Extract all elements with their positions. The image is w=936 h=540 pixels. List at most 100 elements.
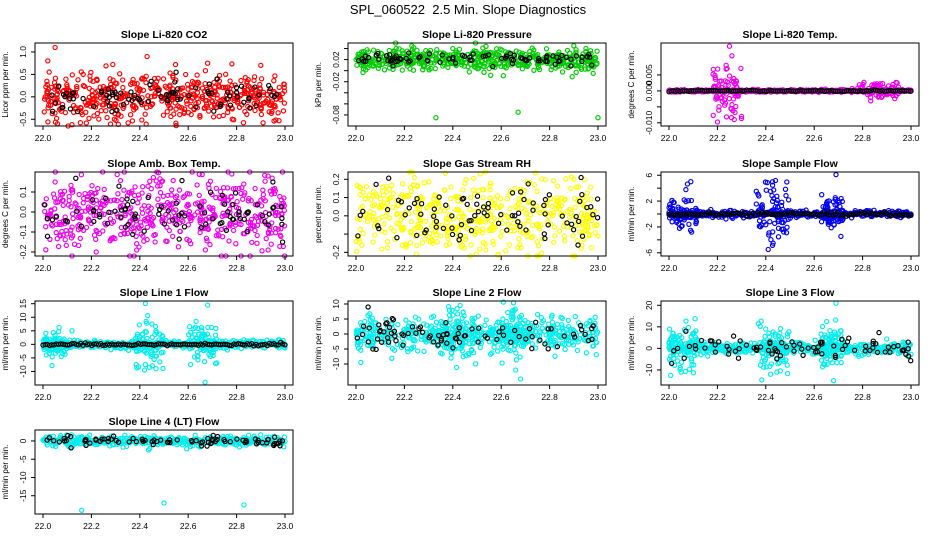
x-tick-label: 22.4 <box>758 133 775 143</box>
data-point <box>487 195 493 201</box>
data-point <box>775 234 782 240</box>
x-tick-label: 22.6 <box>493 133 510 143</box>
data-point <box>225 84 231 90</box>
data-point <box>571 52 577 58</box>
data-point <box>726 95 732 102</box>
y-tick-label: -6 <box>644 249 654 257</box>
data-point <box>209 98 215 104</box>
x-tick-label: 22.0 <box>661 133 678 143</box>
data-point <box>49 354 55 360</box>
panel-title: Slope Li-820 CO2 <box>121 29 208 41</box>
data-point <box>55 243 62 250</box>
data-point <box>194 90 201 96</box>
data-point <box>360 48 367 55</box>
data-point <box>724 65 730 72</box>
data-point <box>486 52 492 58</box>
data-point <box>500 73 506 79</box>
y-tick-label: 0.0 <box>18 91 28 103</box>
data-point <box>252 227 258 234</box>
data-point <box>726 43 733 49</box>
data-point <box>357 226 364 233</box>
x-tick-label: 22.4 <box>445 263 462 273</box>
y-tick-label: 0.1 <box>18 186 28 198</box>
data-point <box>406 59 412 65</box>
data-point <box>223 71 229 77</box>
data-point <box>186 323 193 330</box>
data-point <box>765 246 771 253</box>
data-point <box>421 62 427 68</box>
data-point <box>229 171 235 177</box>
data-points <box>666 43 914 125</box>
data-point <box>271 118 277 124</box>
data-point <box>268 241 274 247</box>
data-point <box>506 242 512 248</box>
data-point <box>408 218 414 225</box>
data-point <box>105 98 111 104</box>
data-point <box>433 319 440 325</box>
data-point <box>242 108 248 115</box>
data-point <box>134 241 140 247</box>
data-point <box>170 74 176 81</box>
data-point <box>55 83 62 90</box>
data-point <box>69 211 76 217</box>
data-point <box>202 81 208 87</box>
data-point <box>718 78 724 84</box>
data-point <box>426 179 432 185</box>
data-point <box>574 347 581 354</box>
data-point <box>511 52 517 58</box>
data-point <box>55 88 62 95</box>
data-point <box>134 81 140 87</box>
data-point <box>202 247 209 253</box>
data-point <box>63 242 69 249</box>
data-point <box>53 115 60 122</box>
data-point <box>584 61 590 67</box>
data-point <box>114 171 120 178</box>
data-point <box>515 210 522 216</box>
data-point <box>160 112 167 118</box>
data-point <box>589 245 595 251</box>
data-point <box>400 50 406 56</box>
data-point <box>247 105 253 111</box>
data-point <box>48 84 55 91</box>
data-point <box>470 187 476 193</box>
data-point <box>508 223 514 230</box>
data-point <box>172 61 179 68</box>
data-point <box>132 184 138 190</box>
data-point <box>281 88 288 94</box>
data-point <box>281 100 288 106</box>
data-point <box>403 55 409 62</box>
data-point <box>127 112 134 118</box>
data-point <box>276 91 282 98</box>
x-tick-label: 23.0 <box>277 263 294 273</box>
data-point <box>271 190 278 197</box>
data-point <box>179 177 185 184</box>
data-point <box>214 76 220 82</box>
data-point <box>249 239 255 246</box>
data-point <box>716 104 722 110</box>
data-point <box>468 242 474 248</box>
data-point <box>54 91 60 98</box>
data-point <box>879 80 886 87</box>
y-tick-label: -0.1 <box>18 224 28 239</box>
data-point <box>258 76 265 82</box>
data-point <box>214 95 220 101</box>
data-point <box>455 214 462 220</box>
page-title: SPL_060522 2.5 Min. Slope Diagnostics <box>349 2 587 17</box>
data-point <box>710 66 716 73</box>
plot-frame <box>347 42 607 127</box>
x-tick-label: 22.8 <box>854 133 871 143</box>
data-point <box>357 192 363 198</box>
data-point <box>440 63 446 69</box>
data-point <box>535 243 542 249</box>
data-point <box>208 103 215 109</box>
data-point <box>527 52 533 58</box>
data-point <box>531 182 538 188</box>
data-point <box>82 191 88 197</box>
x-tick-label: 23.0 <box>903 263 920 273</box>
data-point <box>590 70 596 77</box>
data-point <box>563 54 569 60</box>
data-point <box>594 48 600 54</box>
x-tick-label: 22.2 <box>396 263 413 273</box>
y-tick-label: -0.08 <box>331 105 341 125</box>
data-point <box>570 233 576 239</box>
